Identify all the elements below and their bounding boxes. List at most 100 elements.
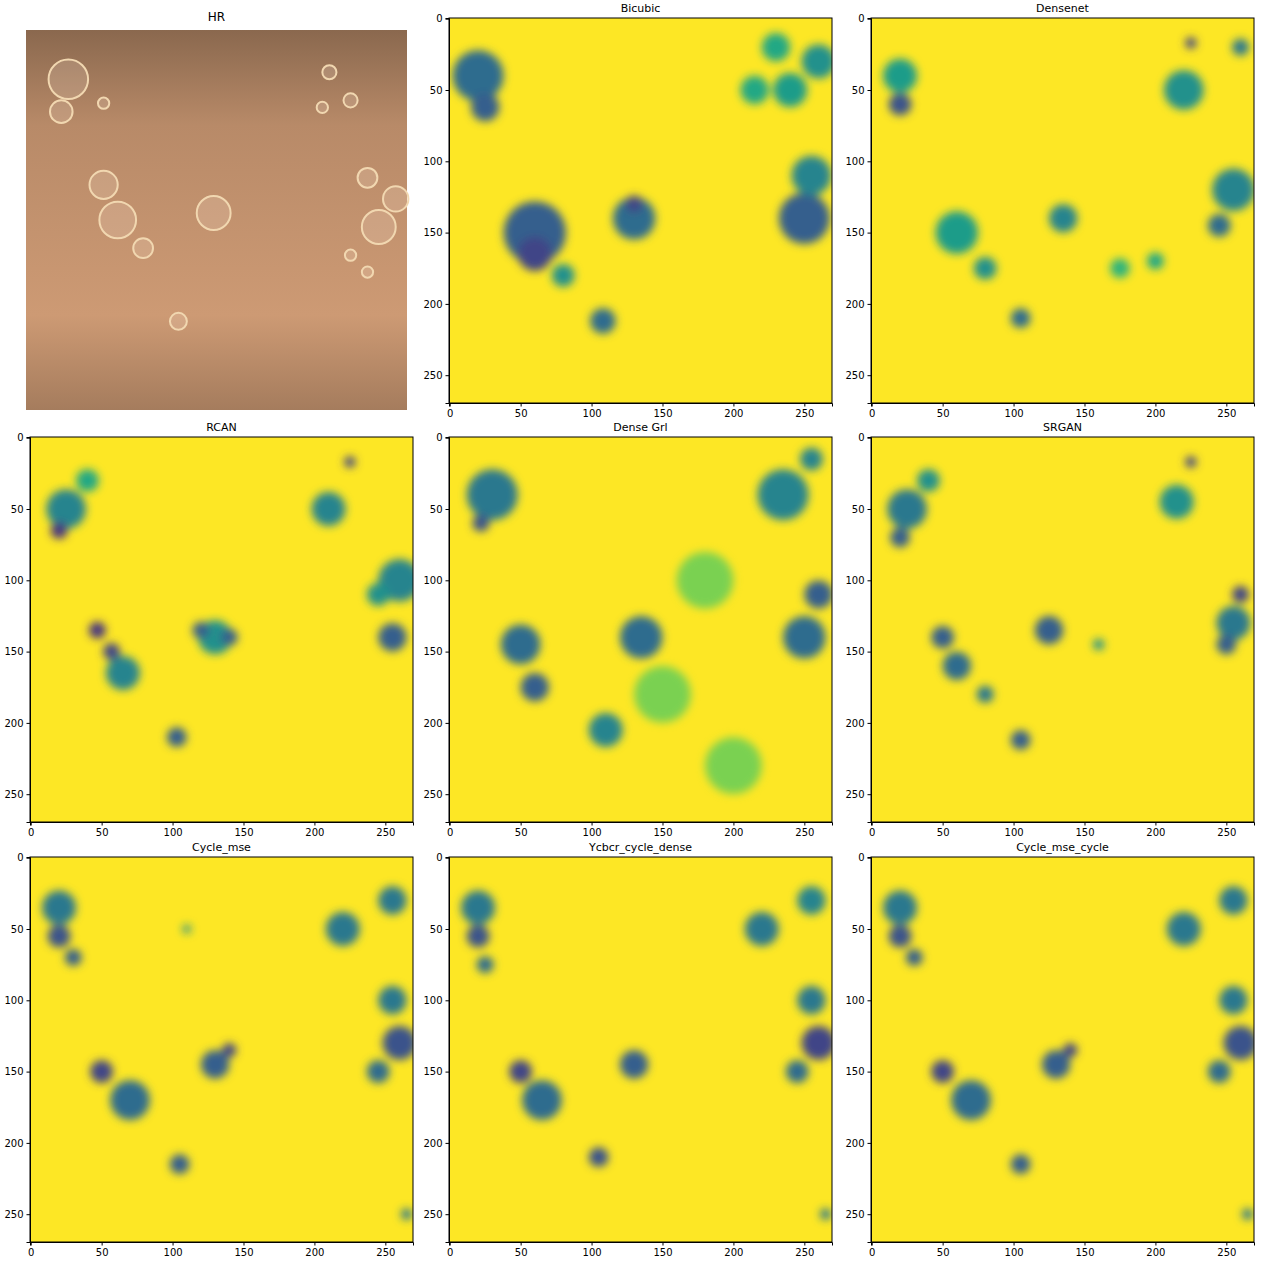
tick-label: 250 [4,789,23,800]
error-spot [1093,639,1104,650]
tick: 200 [423,1138,449,1149]
tick: 50 [96,822,109,838]
tick-mark [243,1242,244,1246]
tick-mark [868,1072,872,1073]
bubble [99,202,136,239]
tick: 250 [845,1209,871,1220]
error-spot [552,264,575,287]
tick-mark [868,375,872,376]
tick-label: 50 [937,1247,950,1258]
y-axis: 050100150200250 [845,852,871,1242]
tick-mark [662,403,663,407]
tick-mark [385,822,386,826]
tick: 200 [724,1242,743,1258]
tick-label: 150 [845,227,864,238]
bubble [383,186,408,211]
tick-label: 100 [845,156,864,167]
error-spot [383,1026,413,1060]
tick: 250 [4,1209,30,1220]
tick-mark [446,794,450,795]
title: Ycbcr_cycle_dense [588,841,692,854]
error-spot [182,925,191,934]
tick-label: 200 [724,1247,743,1258]
panel: 050100150200250050100150200250SRGAN [845,421,1254,838]
tick-label: 250 [795,1247,814,1258]
tick-label: 50 [430,85,443,96]
error-spot [192,622,209,639]
plot-area [449,857,832,1242]
error-spot [48,925,71,948]
tick-mark [27,929,31,930]
spots [887,456,1250,750]
error-spot [677,552,734,609]
tick: 50 [430,85,449,96]
tick: 50 [11,504,30,515]
error-spot [453,50,504,101]
tick: 150 [1075,822,1094,838]
error-spot [906,949,923,966]
tick-label: 100 [1005,1247,1024,1258]
tick: 150 [653,1242,672,1258]
tick-mark [385,1242,386,1246]
tick-label: 250 [376,1247,395,1258]
tick-mark [868,90,872,91]
tick: 0 [858,432,871,443]
tick: 250 [1217,403,1236,419]
bubble [317,102,328,113]
tick: 200 [845,299,871,310]
tick-mark [446,929,450,930]
tick-mark [592,822,593,826]
error-spot [1232,586,1249,603]
error-spot [887,489,927,529]
error-spot [378,623,406,651]
tick: 100 [1005,1242,1024,1258]
tick: 100 [845,156,871,167]
tick-label: 200 [845,1138,864,1149]
tick: 100 [164,1242,183,1258]
y-axis: 050100150200250 [4,432,30,822]
error-spot [800,448,823,471]
tick-label: 100 [4,995,23,1006]
tick-label: 0 [28,1247,34,1258]
error-spot [797,886,825,914]
tick: 150 [845,646,871,657]
tick-label: 150 [423,1066,442,1077]
error-spot [51,522,68,539]
tick-label: 50 [430,924,443,935]
tick: 100 [164,822,183,838]
tick-label: 50 [937,408,950,419]
title: HR [208,10,225,24]
tick-mark [446,90,450,91]
bubble [98,98,109,109]
tick: 200 [423,299,449,310]
error-spot [501,625,541,665]
error-spot [779,193,830,244]
tick-label: 50 [515,827,528,838]
error-spot [889,93,912,116]
error-spot [758,469,809,520]
tick-label: 200 [845,718,864,729]
tick-label: 50 [852,85,865,96]
x-axis: 050100150200250 [869,822,1254,838]
panel: 050100150200250050100150200250Cycle_mse_… [845,841,1257,1258]
tick: 200 [1146,822,1165,838]
tick-mark [1014,403,1015,407]
heatmap-background [871,437,1254,822]
tick-mark [662,822,663,826]
spots [42,886,413,1220]
tick-mark [446,161,450,162]
title: Cycle_mse_cycle [1016,841,1109,854]
tick-mark [804,403,805,407]
error-spot [110,1080,150,1120]
tick-label: 100 [845,575,864,586]
tick-label: 100 [583,1247,602,1258]
tick: 200 [1146,403,1165,419]
tick: 100 [583,822,602,838]
spots [883,37,1254,328]
tick-label: 0 [869,408,875,419]
error-spot [745,912,779,946]
error-spot [222,1043,236,1057]
error-spot [1242,1209,1253,1220]
tick-label: 150 [1075,827,1094,838]
error-spot [1208,1060,1231,1083]
